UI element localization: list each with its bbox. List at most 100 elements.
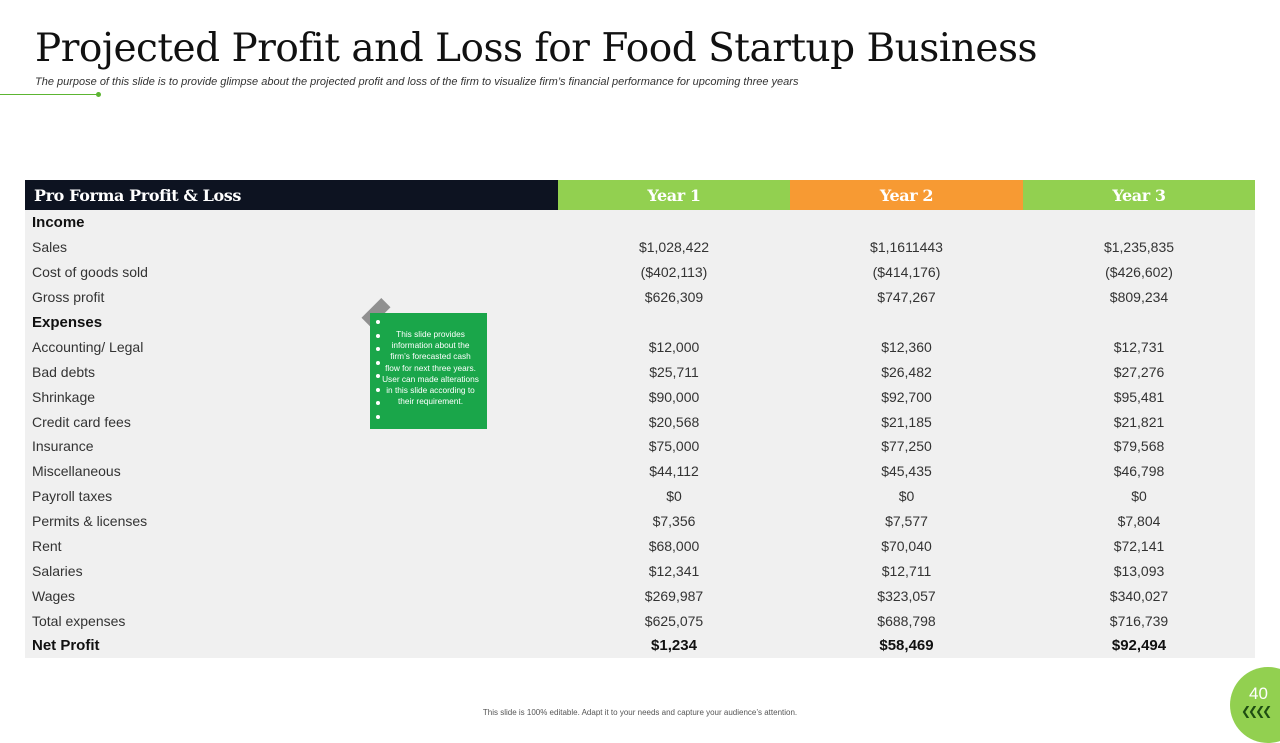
table-row: Gross profit $626,309 $747,267 $809,234 bbox=[25, 285, 1255, 310]
row-label: Bad debts bbox=[32, 363, 96, 380]
cell-year-2: $26,482 bbox=[881, 363, 932, 380]
table-row: Permits & licenses $7,356 $7,577 $7,804 bbox=[25, 509, 1255, 534]
header-pro-forma: Pro Forma Profit & Loss bbox=[25, 180, 558, 210]
cell-year-1: $25,711 bbox=[649, 363, 699, 380]
row-label: Permits & licenses bbox=[32, 513, 148, 530]
row-label: Shrinkage bbox=[32, 388, 96, 405]
row-label: Total expenses bbox=[32, 612, 126, 629]
row-label: Gross profit bbox=[32, 289, 105, 306]
table-row: Accounting/ Legal $12,000 $12,360 $12,73… bbox=[25, 334, 1255, 359]
accent-dot bbox=[96, 92, 101, 97]
table-header-row: Pro Forma Profit & Loss Year 1 Year 2 Ye… bbox=[25, 180, 1255, 210]
cell-year-1: $68,000 bbox=[648, 538, 700, 555]
cell-year-3: $27,276 bbox=[1113, 363, 1165, 380]
table-row: Total expenses $625,075 $688,798 $716,73… bbox=[25, 608, 1255, 633]
cell-year-2: $45,435 bbox=[881, 463, 932, 480]
header-year-2: Year 2 bbox=[790, 180, 1023, 210]
cell-year-1: $626,309 bbox=[644, 289, 704, 306]
cell-year-2: $70,040 bbox=[881, 538, 932, 555]
cell-year-3: $72,141 bbox=[1113, 538, 1165, 555]
cell-year-2: $77,250 bbox=[881, 438, 932, 455]
cell-year-3: $21,821 bbox=[1113, 413, 1165, 430]
page-title: Projected Profit and Loss for Food Start… bbox=[35, 26, 1038, 71]
row-label: Wages bbox=[32, 587, 76, 604]
cell-year-3 bbox=[1023, 210, 1255, 235]
table-row: Salaries $12,341 $12,711 $13,093 bbox=[25, 558, 1255, 583]
cell-year-2: $688,798 bbox=[877, 612, 936, 629]
cell-year-1 bbox=[558, 310, 790, 335]
cell-year-3: $0 bbox=[1131, 488, 1147, 505]
cell-year-3 bbox=[1023, 310, 1255, 335]
table-row: Miscellaneous $44,112 $45,435 $46,798 bbox=[25, 459, 1255, 484]
cell-year-2 bbox=[790, 210, 1023, 235]
page-subtitle: The purpose of this slide is to provide … bbox=[35, 76, 799, 88]
row-label: Insurance bbox=[32, 438, 94, 455]
cell-year-1: $7,356 bbox=[652, 513, 696, 530]
cell-year-1: $90,000 bbox=[648, 388, 700, 405]
cell-year-2: $1,1611443 bbox=[870, 239, 943, 256]
table-row: Payroll taxes $0 $0 $0 bbox=[25, 484, 1255, 509]
cell-year-2: $747,267 bbox=[877, 289, 936, 306]
table-row: Rent $68,000 $70,040 $72,141 bbox=[25, 534, 1255, 559]
row-label: Sales bbox=[32, 239, 68, 256]
cell-year-2: $7,577 bbox=[885, 513, 928, 530]
footer-text: This slide is 100% editable. Adapt it to… bbox=[482, 708, 798, 717]
table-row: Cost of goods sold ($402,113) ($414,176)… bbox=[25, 260, 1255, 285]
cell-year-2: ($414,176) bbox=[872, 264, 941, 281]
row-label: Credit card fees bbox=[32, 413, 131, 430]
cell-year-1: ($402,113) bbox=[640, 264, 708, 281]
cell-year-2: $21,185 bbox=[881, 413, 932, 430]
cell-year-3: ($426,602) bbox=[1105, 264, 1173, 281]
profit-loss-table: Pro Forma Profit & Loss Year 1 Year 2 Ye… bbox=[25, 180, 1255, 659]
cell-year-2: $58,469 bbox=[879, 637, 934, 655]
cell-year-1: $20,568 bbox=[648, 413, 700, 430]
header-year-3: Year 3 bbox=[1023, 180, 1255, 210]
cell-year-1: $0 bbox=[666, 488, 682, 505]
table-row: Shrinkage $90,000 $92,700 $95,481 bbox=[25, 384, 1255, 409]
cell-year-3: $46,798 bbox=[1113, 463, 1165, 480]
cell-year-2: $12,360 bbox=[881, 338, 932, 355]
cell-year-3: $92,494 bbox=[1111, 637, 1167, 655]
table-row: Expenses bbox=[25, 310, 1255, 335]
row-label: Payroll taxes bbox=[32, 488, 113, 505]
cell-year-3: $13,093 bbox=[1113, 562, 1165, 579]
accent-line bbox=[0, 94, 98, 95]
cell-year-1: $75,000 bbox=[648, 438, 700, 455]
cell-year-3: $79,568 bbox=[1113, 438, 1165, 455]
table-row: Credit card fees $20,568 $21,185 $21,821 bbox=[25, 409, 1255, 434]
cell-year-3: $340,027 bbox=[1109, 587, 1169, 604]
cell-year-2: $92,700 bbox=[881, 388, 932, 405]
cell-year-3: $809,234 bbox=[1109, 289, 1169, 306]
page-number: 40 bbox=[1249, 684, 1268, 703]
table-row: Bad debts $25,711 $26,482 $27,276 bbox=[25, 359, 1255, 384]
cell-year-2: $12,711 bbox=[881, 562, 932, 579]
cell-year-3: $1,235,835 bbox=[1103, 239, 1175, 256]
cell-year-3: $95,481 bbox=[1113, 388, 1165, 405]
chevron-left-icon: ❮❮❮❮ bbox=[1241, 704, 1272, 718]
row-label: Income bbox=[32, 213, 85, 231]
cell-year-3: $7,804 bbox=[1117, 513, 1161, 530]
table-row: Wages $269,987 $323,057 $340,027 bbox=[25, 583, 1255, 608]
row-label: Miscellaneous bbox=[32, 463, 121, 480]
cell-year-1: $12,341 bbox=[648, 562, 700, 579]
table-row: Sales $1,028,422 $1,1611443 $1,235,835 bbox=[25, 235, 1255, 260]
table-row: Insurance $75,000 $77,250 $79,568 bbox=[25, 434, 1255, 459]
cell-year-1: $12,000 bbox=[648, 338, 700, 355]
sticky-note: This slide provides information about th… bbox=[370, 313, 487, 429]
row-label: Cost of goods sold bbox=[32, 264, 148, 281]
row-label: Expenses bbox=[32, 313, 103, 331]
table-row: Income bbox=[25, 210, 1255, 235]
note-bullet-dots bbox=[376, 320, 380, 428]
cell-year-2: $323,057 bbox=[877, 587, 936, 604]
cell-year-3: $716,739 bbox=[1109, 612, 1169, 629]
cell-year-1: $1,028,422 bbox=[638, 239, 710, 256]
cell-year-1 bbox=[558, 210, 790, 235]
row-label: Rent bbox=[32, 538, 62, 555]
note-text: This slide provides information about th… bbox=[382, 329, 479, 407]
row-label: Salaries bbox=[32, 562, 83, 579]
cell-year-1: $44,112 bbox=[649, 463, 699, 480]
cell-year-1: $625,075 bbox=[644, 612, 704, 629]
row-label: Accounting/ Legal bbox=[32, 338, 144, 355]
row-label: Net Profit bbox=[32, 637, 100, 655]
cell-year-3: $12,731 bbox=[1113, 338, 1165, 355]
